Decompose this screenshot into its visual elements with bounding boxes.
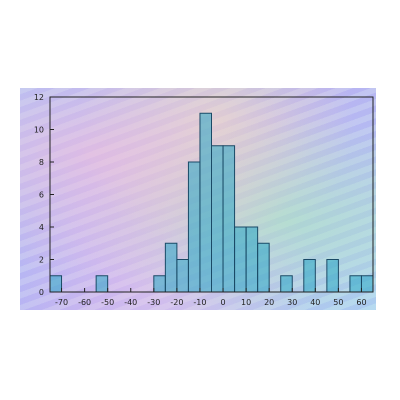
histogram-bar [49,275,63,293]
histogram-bar [360,275,374,293]
histogram-bar [349,275,362,293]
x-tick-label: -60 [78,298,91,307]
x-tick-label: 20 [264,298,274,307]
x-tick-label: 40 [310,298,320,307]
y-tick-label: 0 [39,288,44,297]
y-tick-label: 8 [39,158,44,167]
histogram-bar [303,259,316,293]
tick-labels-group: 0 2 4 6 8 10 12 -70 -60 -50 -40 -30 -20 -10 0 10 20 30 40 5… [34,93,367,307]
histogram-bar [153,275,166,293]
y-tick-label: 12 [34,93,44,102]
x-tick-label: 10 [241,298,251,307]
bars-group [49,112,374,293]
y-tick-label: 10 [34,126,44,135]
histogram-bar [176,259,189,293]
x-tick-label: 0 [220,298,225,307]
y-tick-label: 6 [39,191,44,200]
y-tick-label: 2 [39,256,44,265]
histogram-bar [187,161,201,293]
histogram-bar [199,112,212,293]
histogram-bar [95,275,109,293]
histogram-bar [280,275,293,293]
x-tick-label: 60 [356,298,366,307]
histogram-bar [245,226,259,293]
histogram-bar [164,242,178,293]
x-tick-label: -20 [170,298,183,307]
histogram-bar [222,145,236,293]
x-tick-label: -70 [55,298,68,307]
y-tick-label: 4 [39,223,44,232]
histogram-bar [211,145,224,293]
histogram-chart: 0 2 4 6 8 10 12 -70 -60 -50 -40 -30 -20 -10 0 10 20 30 40 5… [34,93,374,307]
x-tick-label: -40 [124,298,137,307]
chart-screen: 0 2 4 6 8 10 12 -70 -60 -50 -40 -30 -20 -10 0 10 20 30 40 5… [20,88,376,310]
x-tick-label: 50 [333,298,343,307]
axes-group [49,96,374,293]
x-tick-label: -30 [147,298,160,307]
histogram-bar [234,226,247,293]
histogram-bar [326,259,339,293]
x-tick-label: -10 [193,298,206,307]
histogram-bar [257,242,270,293]
x-tick-label: -50 [101,298,114,307]
x-tick-label: 30 [287,298,297,307]
